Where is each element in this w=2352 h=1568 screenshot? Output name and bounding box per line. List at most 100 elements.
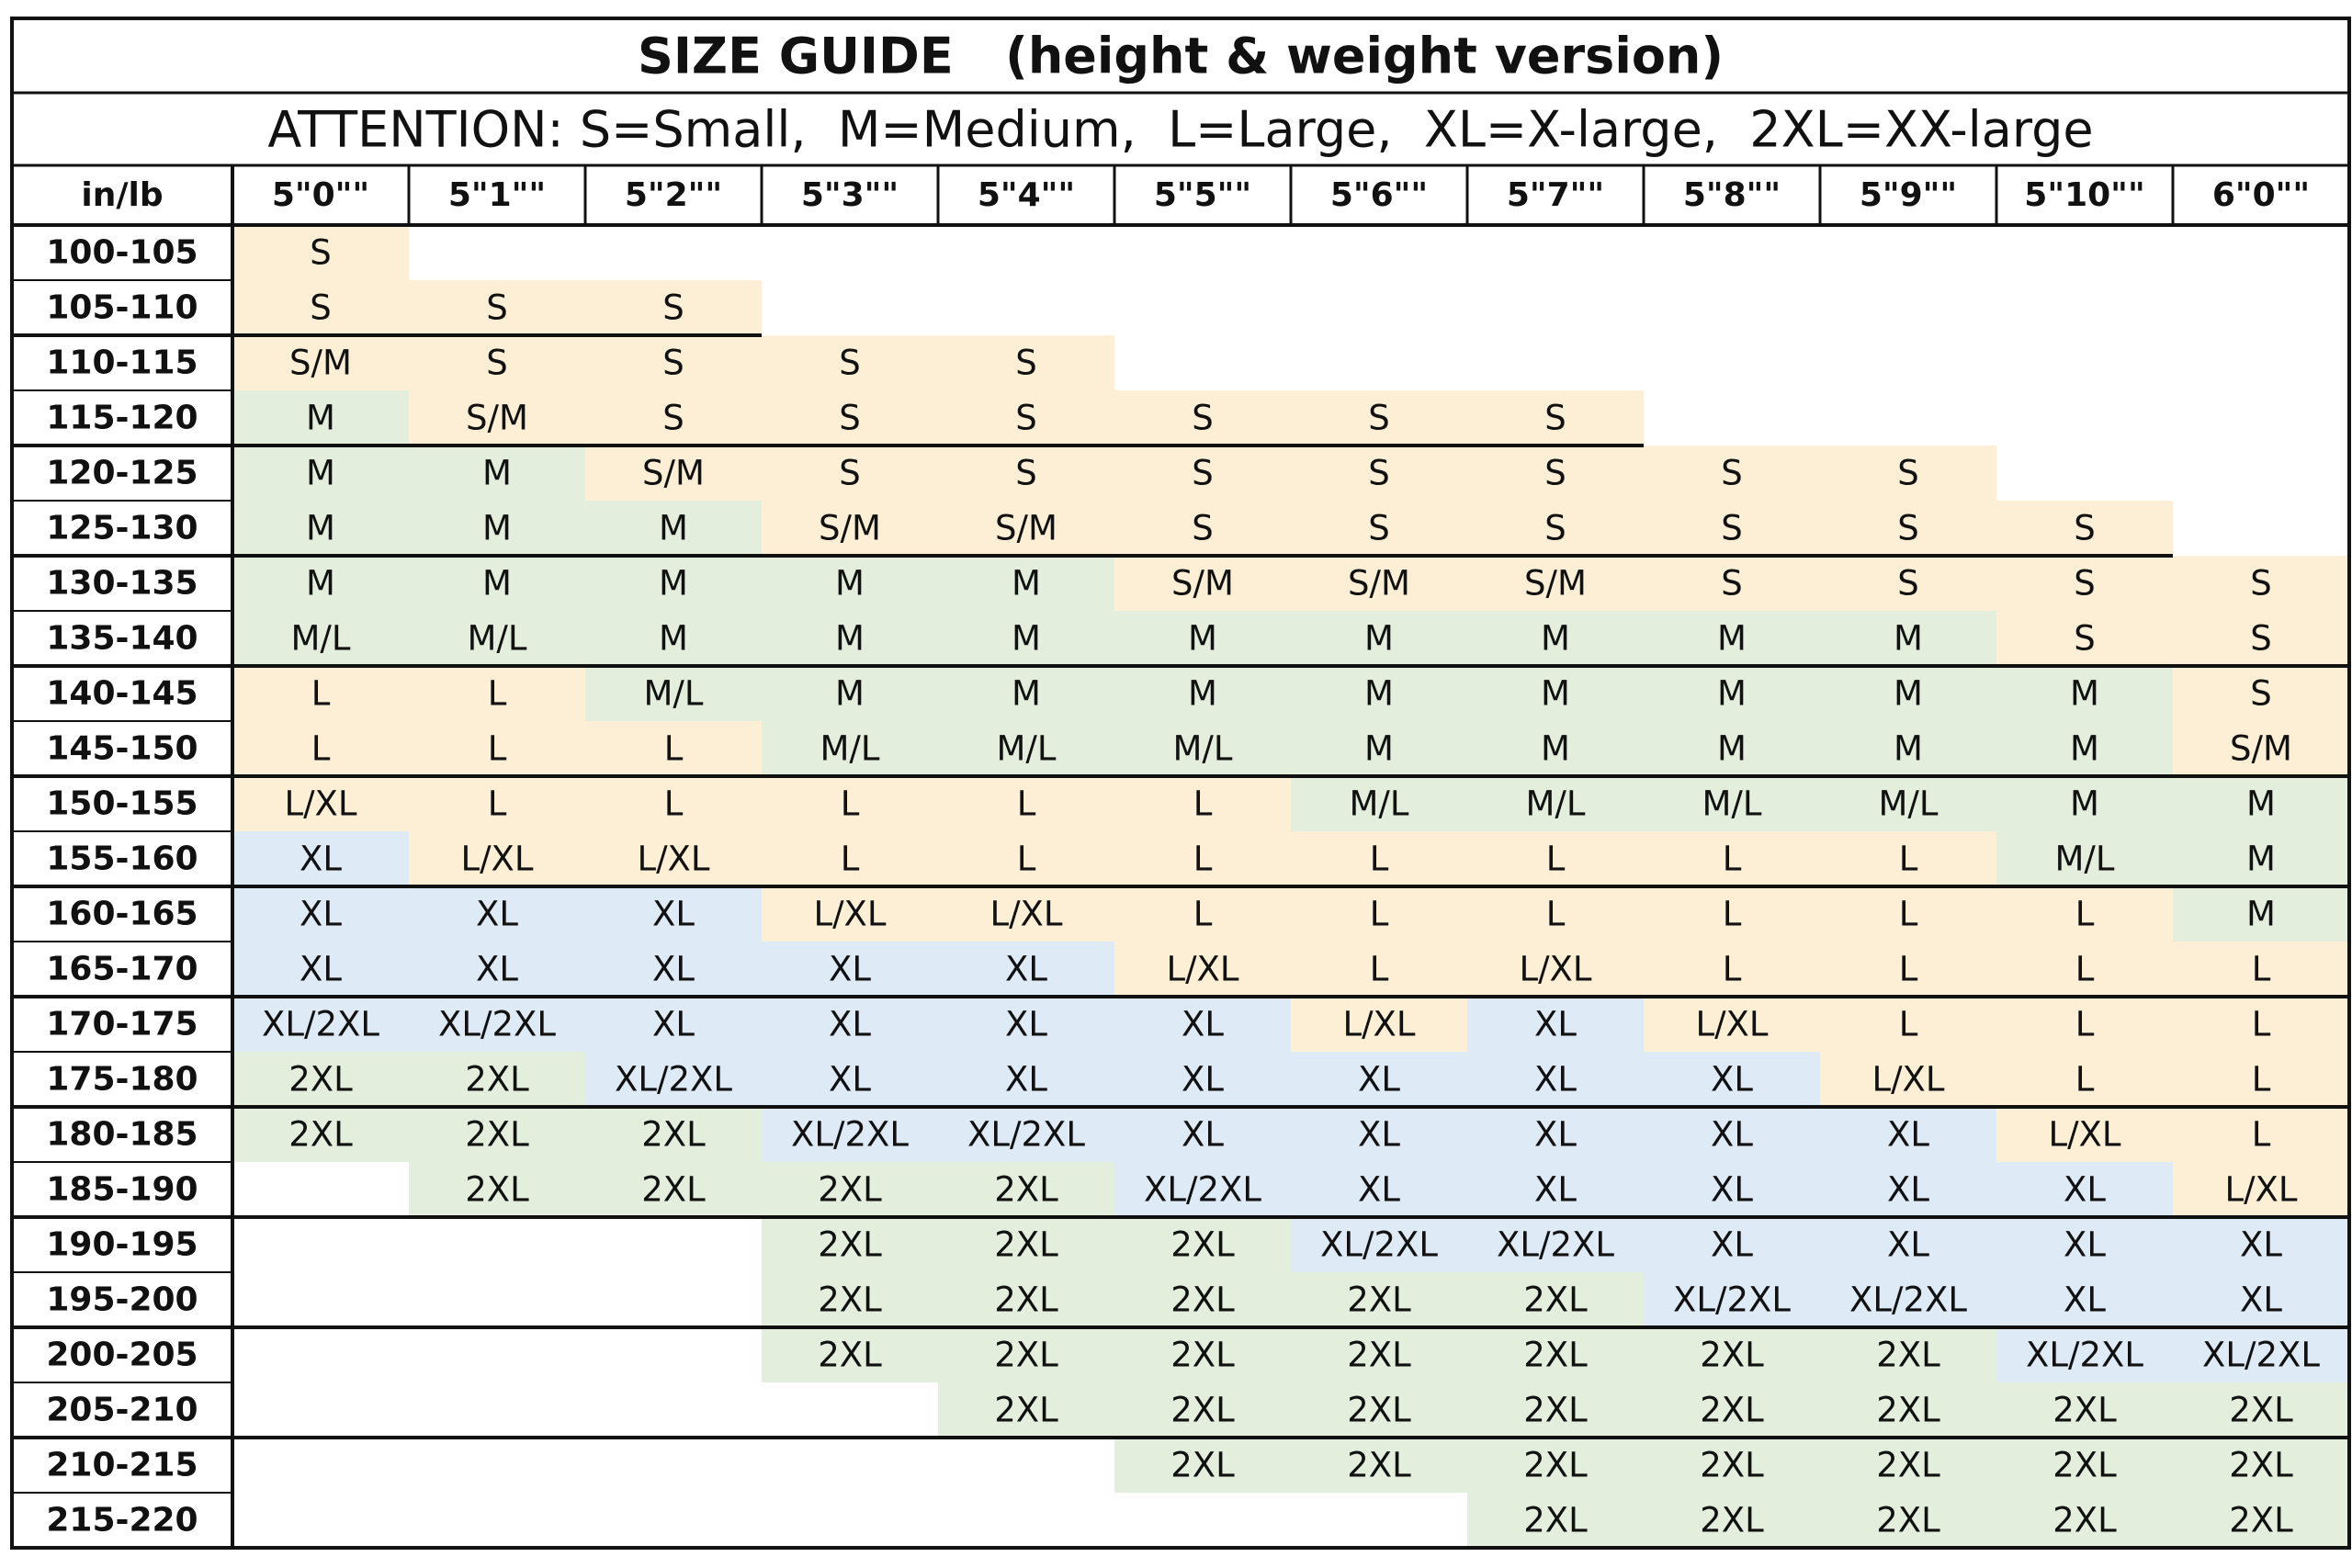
size-cell: L/XL (1695, 1005, 1768, 1044)
size-cell: M (1364, 619, 1394, 659)
size-cell: L/XL (1519, 950, 1591, 989)
size-cell: M (835, 674, 865, 714)
size-cell: L (2075, 950, 2095, 989)
cell-bg (1291, 776, 1467, 831)
size-cell: XL (476, 950, 518, 989)
cell-bg (1467, 831, 1644, 886)
cell-bg (1291, 831, 1467, 886)
cell-bg (1291, 1272, 1467, 1327)
size-cell: XL/2XL (438, 1005, 556, 1044)
size-cell: S (1015, 344, 1037, 383)
cell-bg (938, 390, 1114, 446)
size-cell: S (662, 399, 684, 438)
size-cell: XL (2240, 1225, 2282, 1265)
cell-bg (1467, 997, 1644, 1052)
cell-bg (1114, 611, 1291, 666)
cell-bg (409, 1107, 585, 1162)
cell-bg (2173, 776, 2349, 831)
cell-bg (585, 390, 762, 446)
size-cell: M (306, 564, 335, 604)
cell-bg (1467, 446, 1644, 501)
size-cell: 2XL (1700, 1391, 1764, 1430)
size-cell: S (1015, 399, 1037, 438)
cell-bg (1467, 1107, 1644, 1162)
cell-bg (1996, 831, 2173, 886)
size-cell: XL (652, 1005, 695, 1044)
size-cell: S (1721, 454, 1743, 493)
size-cell: S (662, 288, 684, 328)
size-cell: L (1899, 1005, 1918, 1044)
cell-bg (1996, 1272, 2173, 1327)
cell-bg (585, 1052, 762, 1107)
size-cell: M (2246, 895, 2276, 934)
cell-bg (1114, 831, 1291, 886)
cell-bg (1291, 1052, 1467, 1107)
cell-bg (2173, 831, 2349, 886)
cell-bg (1996, 1052, 2173, 1107)
size-cell: S (1897, 564, 1919, 604)
cell-bg (938, 1327, 1114, 1382)
cell-bg (585, 611, 762, 666)
cell-bg (1291, 1438, 1467, 1493)
size-cell: 2XL (1347, 1391, 1411, 1430)
size-cell: L/XL (637, 840, 709, 879)
cell-bg (1644, 997, 1820, 1052)
cell-bg (585, 942, 762, 997)
cell-bg (1291, 611, 1467, 666)
size-cell: S (1368, 454, 1390, 493)
size-cell: S (839, 454, 861, 493)
cell-bg (1820, 501, 1996, 556)
size-cell: 2XL (1523, 1391, 1588, 1430)
cell-bg (232, 942, 409, 997)
weight-label: 210-215 (46, 1447, 198, 1484)
size-cell: L (1723, 840, 1742, 879)
size-cell: 2XL (288, 1115, 353, 1155)
weight-label: 100-105 (46, 234, 198, 272)
size-cell: XL/2XL (615, 1060, 732, 1100)
cell-bg (2173, 1107, 2349, 1162)
size-cell: L (1370, 840, 1389, 879)
cell-bg (762, 1162, 938, 1217)
cell-bg (232, 776, 409, 831)
size-cell: 2XL (994, 1391, 1058, 1430)
size-cell: L (1723, 895, 1742, 934)
size-cell: 2XL (2229, 1446, 2293, 1485)
size-cell: 2XL (994, 1225, 1058, 1265)
size-cell: S (1192, 509, 1214, 548)
size-cell: S (662, 344, 684, 383)
weight-label: 105-110 (46, 289, 198, 327)
cell-bg (938, 886, 1114, 942)
cell-bg (1114, 501, 1291, 556)
cell-bg (1820, 611, 1996, 666)
cell-bg (1644, 446, 1820, 501)
cell-bg (232, 1052, 409, 1107)
cell-bg (1644, 1272, 1820, 1327)
cell-bg (762, 556, 938, 611)
size-cell: 2XL (1700, 1501, 1764, 1540)
size-cell: S/M (995, 509, 1057, 548)
cell-bg (938, 1272, 1114, 1327)
cell-bg (2173, 1162, 2349, 1217)
size-cell: XL (1887, 1225, 1929, 1265)
cell-bg (938, 501, 1114, 556)
size-cell: XL/2XL (1673, 1280, 1791, 1320)
size-cell: M (1717, 674, 1747, 714)
size-cell: XL (652, 950, 695, 989)
size-cell: M (306, 509, 335, 548)
size-cell: XL (300, 895, 342, 934)
cell-bg (1467, 1272, 1644, 1327)
cell-bg (1291, 666, 1467, 721)
cell-bg (1114, 1438, 1291, 1493)
cell-bg (232, 280, 409, 335)
cell-bg (585, 280, 762, 335)
size-cell: S/M (642, 454, 705, 493)
size-cell: 2XL (465, 1060, 529, 1100)
cell-bg (938, 1107, 1114, 1162)
cell-bg (1996, 942, 2173, 997)
size-cell: S (1192, 454, 1214, 493)
weight-label: 140-145 (46, 675, 198, 713)
cell-bg (1467, 1493, 1644, 1548)
cell-bg (1114, 390, 1291, 446)
cell-bg (1467, 1327, 1644, 1382)
size-cell: S (310, 233, 332, 273)
